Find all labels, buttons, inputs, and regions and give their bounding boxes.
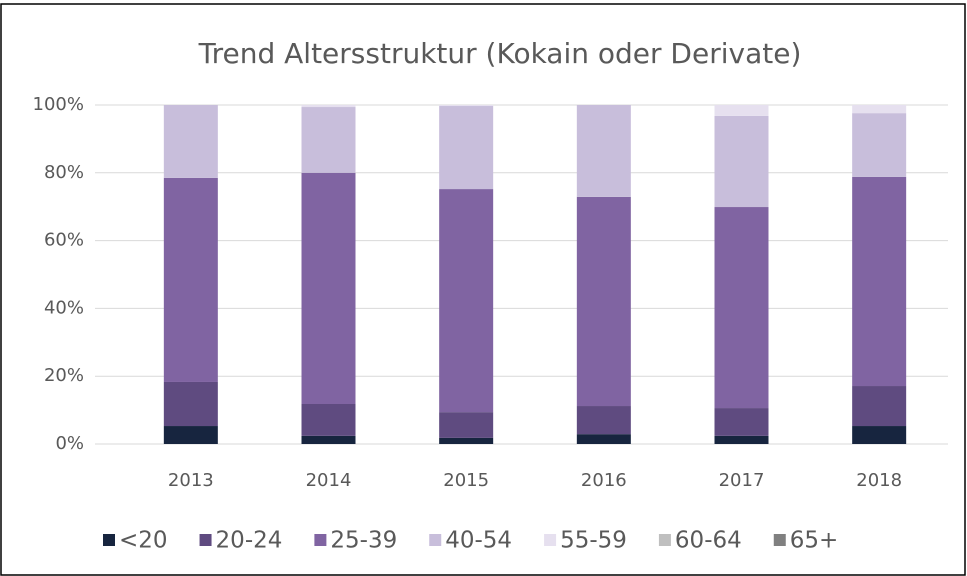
bar-segment [301, 107, 356, 173]
bar-segment [301, 403, 356, 436]
bar-segment [852, 386, 907, 427]
bar-segment [576, 105, 631, 197]
bar-segment [163, 381, 218, 427]
bar-segment [714, 105, 769, 116]
bar-segment [714, 207, 769, 409]
legend-label: <20 [119, 528, 168, 554]
y-tick-label: 40% [44, 297, 84, 318]
legend-swatch [544, 534, 557, 546]
bar-segment [163, 105, 218, 178]
bar-segment [439, 412, 494, 438]
bar-segment [301, 435, 356, 444]
legend-label: 65+ [790, 528, 839, 554]
y-tick-label: 60% [44, 230, 84, 251]
bar-segment [714, 435, 769, 444]
bar-segment [439, 437, 494, 444]
x-tick-label: 2015 [443, 470, 489, 491]
legend-swatch [103, 534, 115, 546]
y-tick-label: 80% [44, 162, 84, 183]
bar-segment [852, 105, 907, 114]
y-tick-label: 20% [44, 365, 84, 386]
y-tick-label: 0% [55, 433, 84, 454]
bar-segment [852, 176, 907, 387]
x-tick-label: 2014 [306, 470, 352, 491]
legend-label: 20-24 [216, 528, 283, 554]
bar-segment [852, 113, 907, 177]
x-tick-label: 2017 [719, 470, 765, 491]
legend-swatch [429, 534, 442, 546]
bar-segment [439, 189, 494, 413]
legend-label: 60-64 [675, 528, 742, 554]
bar-segment [576, 196, 631, 407]
bar-segment [439, 105, 494, 107]
legend-swatch [773, 534, 786, 546]
bar-segment [163, 177, 218, 382]
bar-segment [714, 408, 769, 436]
legend-swatch [314, 534, 327, 546]
bar-segment [301, 172, 356, 404]
bar-segment [576, 406, 631, 435]
bar-segment [163, 426, 218, 444]
legend-swatch [199, 534, 212, 546]
bar-segment [439, 106, 494, 190]
x-tick-label: 2018 [856, 470, 902, 491]
chart-title: Trend Altersstruktur (Kokain oder Deriva… [198, 37, 802, 70]
x-tick-label: 2016 [581, 470, 627, 491]
x-tick-label: 2013 [168, 470, 214, 491]
bar-segment [714, 115, 769, 208]
legend-label: 40-54 [445, 528, 512, 554]
bar-segment [576, 434, 631, 444]
bar-segment [301, 105, 356, 108]
bar-segment [852, 426, 907, 444]
legend-label: 25-39 [330, 528, 397, 554]
legend-swatch [658, 534, 671, 546]
y-tick-label: 100% [33, 94, 84, 115]
legend-label: 55-59 [560, 528, 627, 554]
